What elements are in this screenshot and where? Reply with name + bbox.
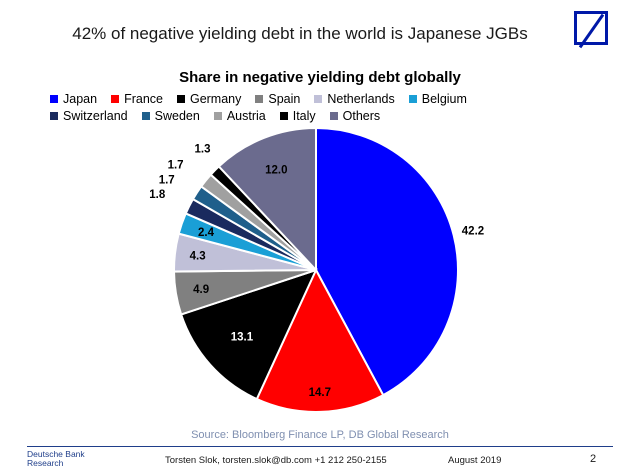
- pie-data-label-sweden: 1.7: [159, 175, 175, 187]
- pie-data-label-italy: 1.3: [194, 144, 210, 156]
- legend-item-switzerland: Switzerland: [50, 109, 128, 123]
- pie-data-label-others: 12.0: [265, 165, 287, 177]
- legend-swatch: [111, 94, 120, 103]
- legend-label: Sweden: [154, 108, 200, 123]
- page-headline: 42% of negative yielding debt in the wor…: [72, 24, 528, 43]
- legend-label: Spain: [268, 91, 301, 106]
- footer-contact: Torsten Slok, torsten.slok@db.com +1 212…: [165, 455, 387, 466]
- legend-item-italy: Italy: [279, 108, 316, 123]
- footer-date: August 2019: [448, 455, 502, 466]
- legend-label: Others: [342, 108, 381, 123]
- legend-swatch: [141, 111, 150, 120]
- legend-row-1: Japan France Germany Spain Netherlands Belgiu…: [50, 90, 610, 107]
- legend-item-others: Others: [329, 108, 381, 123]
- legend-label: Italy: [292, 108, 316, 123]
- pie-data-label-france: 14.7: [309, 387, 331, 399]
- legend-item-sweden: Sweden: [141, 108, 200, 123]
- pie-slice-france: [255, 267, 385, 413]
- footer-company: Deutsche Bank Research: [27, 450, 117, 468]
- legend-row-2: Switzerland Sweden Austria Italy Others: [50, 107, 610, 124]
- legend-swatch: [329, 111, 338, 120]
- legend-item-austria: Austria: [213, 108, 266, 123]
- legend-item-germany: Germany: [176, 91, 242, 106]
- pie-data-label-austria: 1.7: [168, 160, 184, 172]
- legend-swatch: [176, 94, 185, 103]
- pie-data-label-germany: 13.1: [231, 331, 254, 343]
- legend-swatch: [50, 111, 58, 120]
- source-note: Source: Bloomberg Finance LP, DB Global …: [191, 429, 449, 441]
- pie-data-label-belgium: 2.4: [198, 227, 215, 239]
- legend-item-france: France: [111, 92, 163, 106]
- deutsche-bank-logo: [574, 11, 608, 49]
- pie-slice-others: [217, 126, 317, 273]
- legend-label: Switzerland: [63, 108, 128, 123]
- footer-company-line1: Deutsche Bank: [27, 449, 85, 459]
- legend-label: Belgium: [421, 91, 467, 106]
- page-number: 2: [590, 453, 597, 465]
- legend-swatch: [279, 111, 288, 120]
- legend-swatch: [314, 94, 323, 103]
- legend-swatch: [255, 94, 264, 103]
- footer-company-line2: Research: [27, 458, 64, 468]
- legend-label: Germany: [189, 91, 242, 106]
- pie-data-label-switzerland: 1.8: [149, 189, 166, 201]
- legend-swatch: [408, 94, 417, 103]
- footer-divider: [27, 446, 613, 447]
- legend-label: Austria: [226, 108, 266, 123]
- pie-slice-germany: [179, 268, 318, 401]
- legend-item-belgium: Belgium: [408, 91, 467, 106]
- legend-item-japan: Japan: [50, 92, 97, 106]
- pie-data-label-japan: 42.2: [462, 226, 484, 238]
- chart-legend: Japan France Germany Spain Netherlands Belgiu…: [50, 90, 610, 124]
- legend-item-spain: Spain: [255, 92, 300, 106]
- pie-data-label-netherlands: 4.3: [190, 250, 206, 262]
- legend-swatch: [213, 111, 222, 120]
- pie-data-label-spain: 4.9: [193, 284, 209, 296]
- legend-label: Netherlands: [327, 91, 395, 106]
- chart-title: Share in negative yielding debt globally: [179, 69, 461, 86]
- legend-swatch: [50, 94, 58, 103]
- legend-label: France: [124, 91, 163, 106]
- legend-item-netherlands: Netherlands: [314, 91, 395, 106]
- pie-slice-japan: [315, 126, 459, 397]
- legend-label: Japan: [63, 91, 98, 106]
